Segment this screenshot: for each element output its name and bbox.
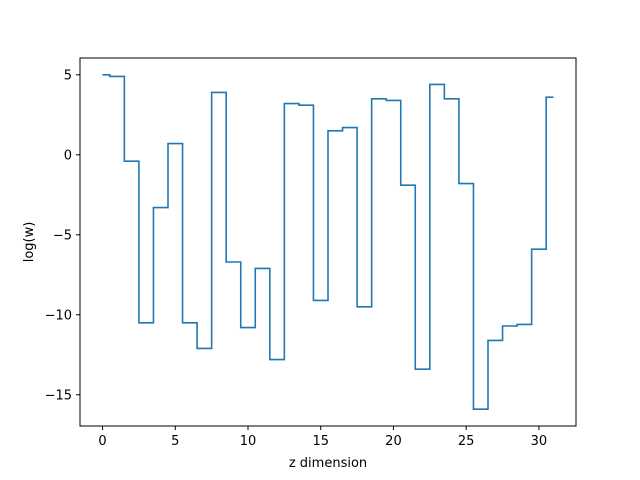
- x-tick-label: 25: [458, 434, 475, 449]
- x-tick-label: 0: [98, 434, 106, 449]
- x-axis: 0 5 10 15 20 25 30: [98, 426, 547, 449]
- x-tick-label: 30: [531, 434, 548, 449]
- y-tick-label: 0: [64, 148, 72, 163]
- y-tick-label: −10: [45, 308, 72, 323]
- y-axis: 5 0 −5 −10 −15: [45, 68, 80, 403]
- x-tick-label: 20: [385, 434, 402, 449]
- x-tick-label: 5: [171, 434, 179, 449]
- x-axis-label: z dimension: [289, 456, 367, 471]
- series-line: [102, 74, 554, 410]
- x-tick-label: 10: [240, 434, 257, 449]
- axes-frame: [79, 57, 577, 427]
- x-tick-label: 15: [312, 434, 329, 449]
- y-tick-label: −5: [53, 228, 72, 243]
- y-tick-label: 5: [64, 68, 72, 83]
- y-tick-label: −15: [45, 388, 72, 403]
- y-axis-label: log(w): [22, 222, 37, 263]
- plot-area: [102, 74, 554, 410]
